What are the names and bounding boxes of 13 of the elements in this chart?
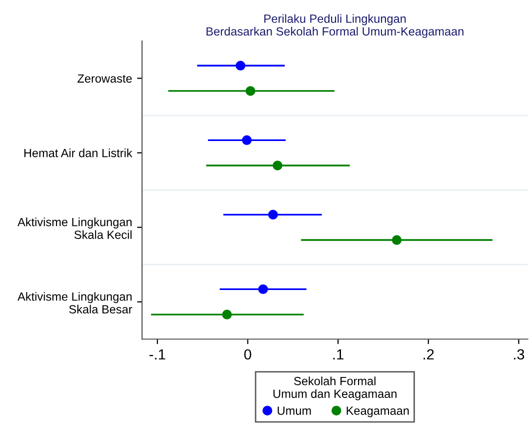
- y-tick-label: Zerowaste: [78, 74, 132, 83]
- x-tick-label: -.1: [150, 349, 166, 360]
- x-tick-label: .3: [514, 349, 524, 360]
- x-tick-label: .1: [333, 349, 344, 360]
- x-tick-label: 0: [244, 349, 252, 360]
- legend-label: Keagamaan: [346, 406, 409, 418]
- chart-title: Perilaku Peduli Lingkungan Berdasarkan Sekolah Formal Umum-Keagamaan: [206, 14, 464, 38]
- legend-label: Umum: [278, 406, 311, 415]
- y-tick-label: Aktivisme Lingkungan Skala Kecil: [18, 218, 132, 239]
- y-tick-label: Aktivisme Lingkungan Skala Besar: [18, 292, 132, 314]
- legend-title: Sekolah Formal Umum dan Keagamaan: [273, 376, 396, 400]
- y-tick-label: Hemat Air dan Listrik: [24, 148, 132, 158]
- x-tick-label: .2: [424, 349, 434, 360]
